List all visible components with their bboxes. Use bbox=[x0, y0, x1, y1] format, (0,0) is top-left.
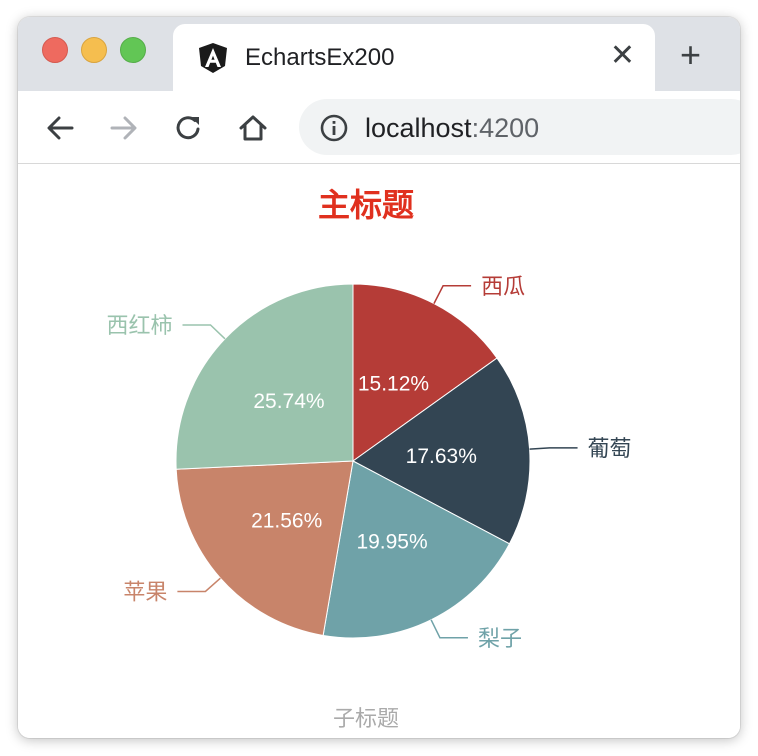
title-bar: EchartsEx200 ✕ + bbox=[18, 17, 740, 91]
pie-slice-3[interactable] bbox=[175, 460, 354, 637]
slice-leader-line bbox=[182, 324, 226, 340]
tab-close-icon[interactable]: ✕ bbox=[609, 39, 635, 72]
tab-title: EchartsEx200 bbox=[245, 44, 395, 71]
page-content: 主标题 15.12% 西瓜 17.63% 葡萄 19.95% 梨子 21.56% 苹果 25.7… bbox=[18, 164, 740, 738]
browser-window: EchartsEx200 ✕ + localhost:4200 bbox=[18, 17, 740, 738]
browser-tab[interactable]: EchartsEx200 ✕ bbox=[173, 24, 655, 91]
slice-name-label: 西红柿 bbox=[106, 314, 172, 339]
chart-title: 主标题 bbox=[318, 186, 414, 224]
pie-slice-4[interactable] bbox=[175, 283, 354, 470]
minimize-window-button[interactable] bbox=[81, 37, 107, 63]
address-bar[interactable]: localhost:4200 bbox=[299, 99, 740, 155]
url-host: localhost bbox=[365, 113, 472, 143]
slice-percent-label: 19.95% bbox=[356, 530, 427, 553]
slice-leader-line bbox=[430, 619, 468, 639]
slice-percent-label: 21.56% bbox=[251, 510, 322, 533]
slice-leader-line bbox=[529, 447, 578, 450]
slice-percent-label: 17.63% bbox=[406, 445, 477, 468]
angular-favicon bbox=[199, 43, 227, 73]
url-text[interactable]: localhost:4200 bbox=[365, 113, 539, 144]
chart-subtitle: 子标题 bbox=[333, 707, 399, 732]
url-port: :4200 bbox=[471, 113, 540, 143]
slice-leader-line bbox=[433, 285, 472, 304]
browser-toolbar: localhost:4200 bbox=[18, 91, 740, 164]
info-icon[interactable] bbox=[319, 113, 349, 143]
slice-name-label: 西瓜 bbox=[481, 275, 525, 300]
slice-percent-label: 15.12% bbox=[358, 372, 429, 395]
back-arrow-icon[interactable] bbox=[44, 112, 76, 144]
pie-slice-2[interactable] bbox=[322, 460, 511, 639]
slice-name-label: 苹果 bbox=[123, 580, 167, 605]
slice-percent-label: 25.74% bbox=[253, 390, 324, 413]
slice-name-label: 梨子 bbox=[478, 627, 522, 652]
forward-arrow-icon[interactable] bbox=[108, 112, 140, 144]
slice-name-label: 葡萄 bbox=[588, 437, 632, 462]
pie-slice-0[interactable] bbox=[352, 283, 498, 462]
home-icon[interactable] bbox=[237, 112, 269, 144]
reload-icon[interactable] bbox=[173, 112, 205, 144]
slice-leader-line bbox=[177, 577, 221, 593]
close-window-button[interactable] bbox=[42, 37, 68, 63]
new-tab-icon[interactable]: + bbox=[680, 34, 702, 75]
pie-chart: 主标题 15.12% 西瓜 17.63% 葡萄 19.95% 梨子 21.56% 苹果 25.7… bbox=[106, 186, 632, 732]
maximize-window-button[interactable] bbox=[120, 37, 146, 63]
